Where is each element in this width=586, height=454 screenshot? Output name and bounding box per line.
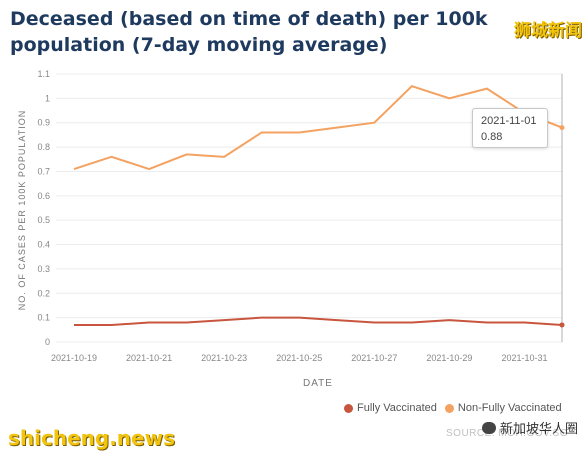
legend-label-fully: Fully Vaccinated (357, 402, 437, 414)
series-line-fully-vaccinated[interactable] (74, 316, 563, 326)
legend-item-non-fully-vaccinated[interactable]: Non-Fully Vaccinated (444, 402, 562, 414)
y-tick-label: 0.8 (37, 142, 50, 152)
y-tick-label: 0.5 (37, 215, 50, 225)
watermark-badge-text: 新加坡华人圈 (499, 422, 578, 437)
x-tick-label: 2021-10-21 (126, 353, 172, 363)
y-tick-label: 0.4 (37, 240, 50, 250)
y-tick-label: 0.7 (37, 166, 50, 176)
tooltip-date: 2021-11-01 (481, 115, 537, 127)
y-tick-label: 0.2 (37, 288, 50, 298)
watermark-bottom: shicheng.news (8, 426, 175, 450)
x-tick-label: 2021-10-19 (51, 353, 97, 363)
series-lines (73, 85, 565, 328)
x-tick-label: 2021-10-31 (501, 353, 547, 363)
tooltip-value: 0.88 (481, 131, 503, 143)
legend-swatch-non-fully (444, 403, 454, 413)
legend-label-non-fully: Non-Fully Vaccinated (457, 402, 562, 414)
series-point (559, 125, 565, 131)
legend-item-fully-vaccinated[interactable]: Fully Vaccinated (344, 402, 437, 414)
x-tick-label: 2021-10-27 (351, 353, 397, 363)
x-tick-label: 2021-10-25 (276, 353, 322, 363)
y-tick-label: 1.1 (37, 69, 50, 79)
y-tick-label: 0.6 (37, 191, 50, 201)
watermark-top: 狮城新闻 (514, 21, 582, 41)
legend: Fully Vaccinated Non-Fully Vaccinated (344, 402, 562, 414)
series-line-non-fully-vaccinated[interactable] (73, 85, 563, 171)
legend-swatch-fully (344, 403, 353, 413)
wechat-icon (481, 421, 496, 434)
source-credit: SOURCE: MOH.GOV.SG (446, 428, 568, 439)
y-axis-label: NO. OF CASES PER 100K POPULATION (17, 110, 27, 310)
y-tick-label: 0.3 (37, 264, 50, 274)
y-tick-label: 0.1 (37, 313, 50, 323)
y-tick-label: 0.9 (37, 118, 50, 128)
chart-title: Deceased (based on time of death) per 10… (10, 8, 488, 56)
series-point (559, 322, 565, 328)
y-tick-label: 0 (45, 337, 50, 347)
x-tick-labels: 2021-10-19 2021-10-21 2021-10-23 2021-10-25… (51, 353, 548, 363)
x-tick-label: 2021-10-29 (426, 353, 472, 363)
x-tick-label: 2021-10-23 (201, 353, 247, 363)
y-tick-labels: 0 0.1 0.2 0.3 0.4 0.5 0.6 0.7 0.8 0.9 1 1.1 (37, 69, 50, 347)
y-tick-label: 1 (45, 93, 50, 103)
x-axis-label: DATE (303, 378, 333, 389)
watermark-badge: 新加坡华人圈 (481, 418, 578, 437)
hover-tooltip: 2021-11-01 0.88 (472, 108, 548, 148)
